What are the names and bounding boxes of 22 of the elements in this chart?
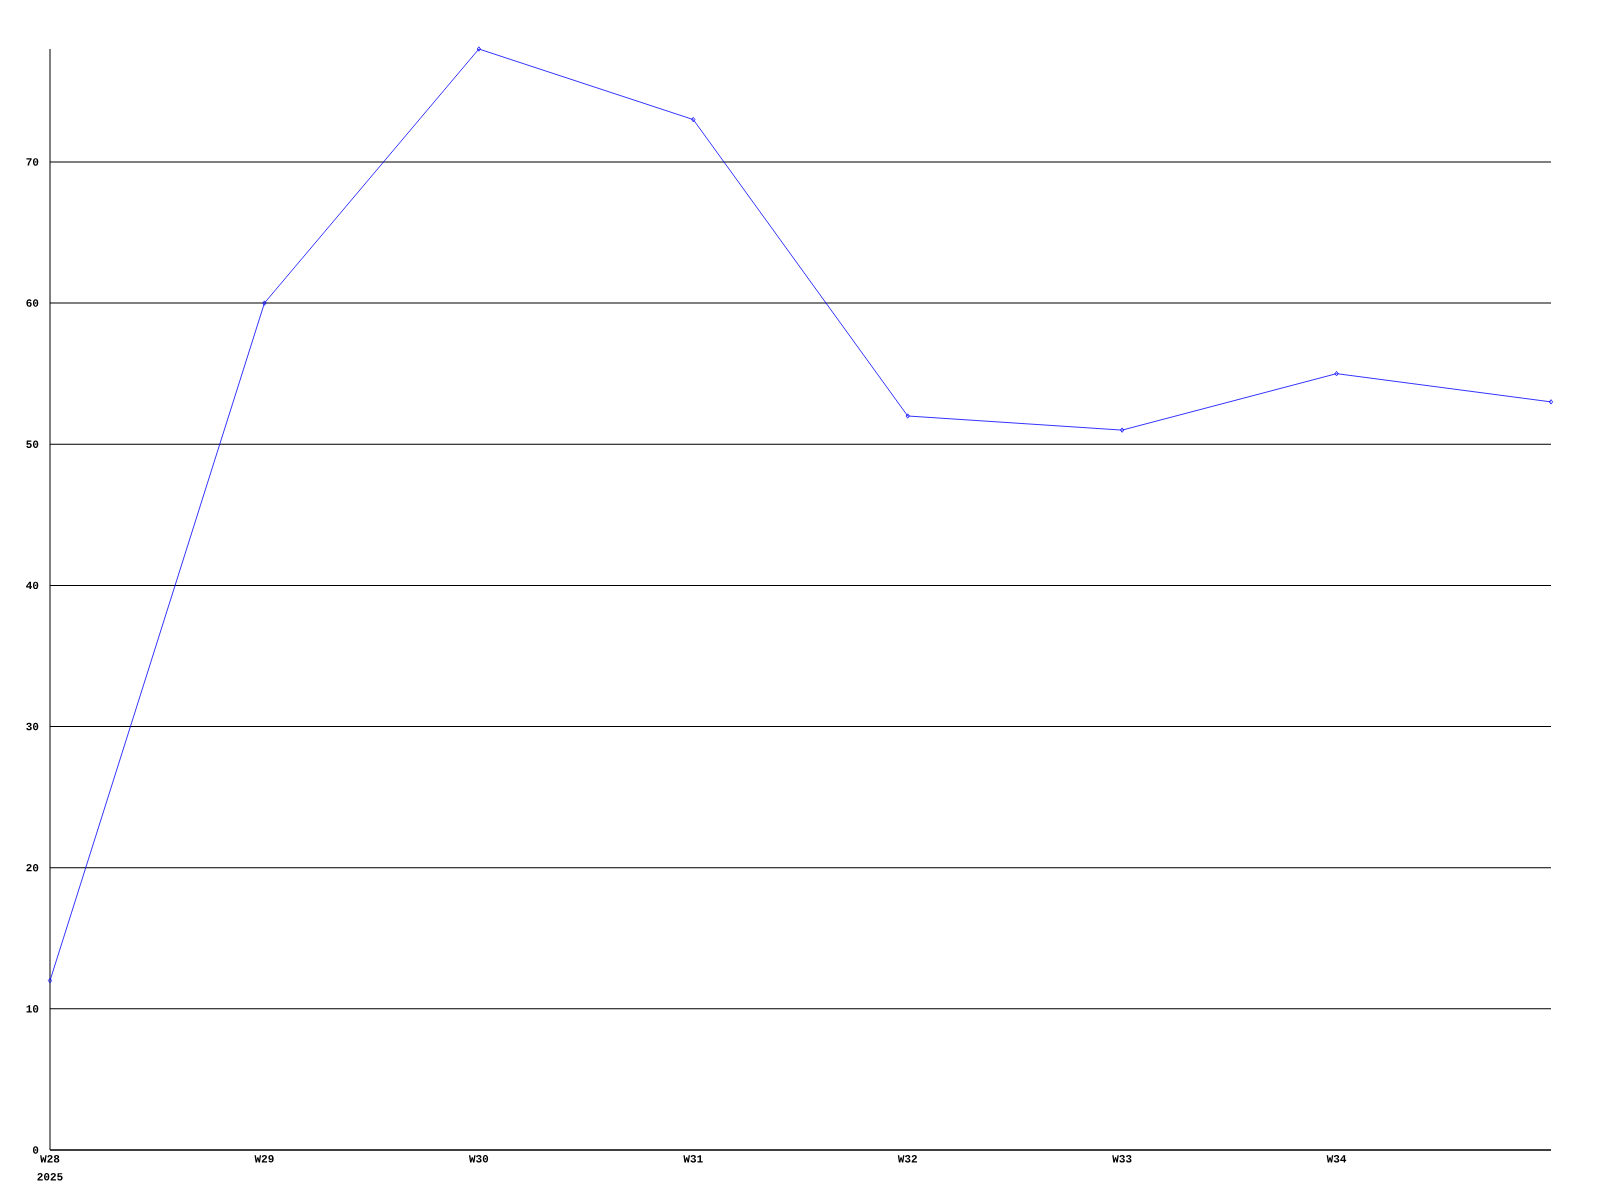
y-tick-label: 60: [26, 299, 39, 307]
y-tick-label: 40: [26, 581, 39, 590]
x-tick-label: W31: [683, 1155, 703, 1163]
point: [476, 46, 481, 52]
x-tick-label: W28: [40, 1155, 60, 1163]
y-tick-label: 70: [26, 158, 39, 166]
point: [1120, 427, 1125, 433]
point: [1334, 371, 1339, 377]
y-tick-label: 50: [26, 440, 39, 448]
point: [691, 116, 696, 123]
y-tick-label: 10: [26, 1005, 39, 1013]
y-tick-label: 30: [26, 722, 39, 731]
point: [262, 300, 267, 306]
text: 2025: [37, 1173, 63, 1181]
point: [905, 413, 910, 419]
x-tick-label: W33: [1112, 1155, 1132, 1163]
x-tick-label: W30: [468, 1155, 489, 1163]
y-tick-label: 20: [26, 863, 39, 872]
x-tick-label: W34: [1326, 1155, 1347, 1163]
x-tick-label: W29: [254, 1155, 274, 1163]
y-tick-label: 0: [32, 1146, 39, 1154]
x-tick-label: W32: [897, 1155, 917, 1163]
